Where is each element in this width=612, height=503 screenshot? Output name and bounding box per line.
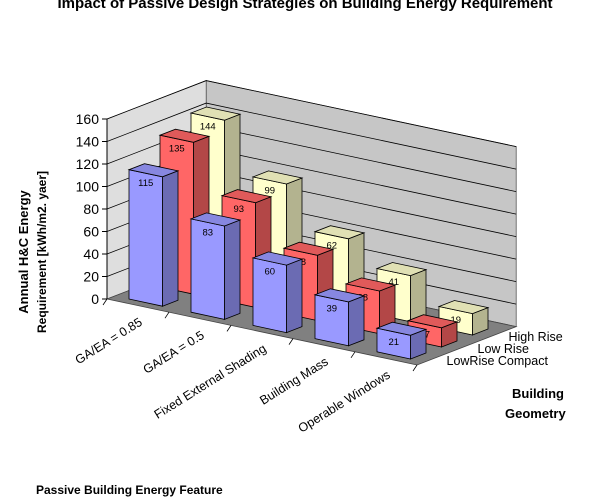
chart-title: Impact of Passive Design Strategies on B… bbox=[57, 0, 552, 12]
x-tick bbox=[350, 351, 356, 359]
bar-top bbox=[127, 163, 180, 178]
series-label: LowRise Compact bbox=[447, 354, 549, 368]
bar-top bbox=[406, 314, 459, 329]
bar-value-label: 19 bbox=[450, 315, 461, 326]
x-tick bbox=[412, 364, 418, 372]
y-tick-label: 160 bbox=[76, 111, 100, 127]
bar-top bbox=[344, 277, 397, 292]
bar: 60 bbox=[251, 251, 304, 334]
x-tick bbox=[102, 298, 108, 306]
y-axis-title-line2: Requirement [kWh/m2. yaer] bbox=[35, 171, 49, 333]
y-tick-label: 60 bbox=[83, 224, 99, 240]
bar-side bbox=[410, 269, 427, 323]
bar-top bbox=[189, 106, 242, 121]
x-tick bbox=[226, 325, 232, 332]
category-label: GA/EA = 0.5 bbox=[141, 328, 207, 377]
z-axis-title-line2: Geometry bbox=[505, 406, 566, 421]
y-tick-label: 0 bbox=[91, 291, 99, 307]
bar-side bbox=[348, 295, 365, 347]
bar-side bbox=[162, 170, 179, 307]
bar-side bbox=[224, 219, 241, 320]
bar: 21 bbox=[375, 321, 428, 360]
y-axis-title-line1: Annual H&C Energy bbox=[16, 189, 31, 313]
bar-top bbox=[313, 288, 366, 303]
bar-value-label: 62 bbox=[326, 240, 337, 251]
bar-value-label: 21 bbox=[388, 337, 399, 348]
bar-top bbox=[282, 241, 335, 256]
z-axis-title-line1: Building bbox=[512, 386, 564, 401]
bar-top bbox=[158, 128, 211, 143]
bar-front bbox=[128, 169, 163, 307]
bar-top bbox=[251, 251, 304, 266]
bar-value-label: 115 bbox=[138, 178, 153, 189]
bar-top bbox=[437, 300, 490, 315]
gridline bbox=[106, 102, 517, 170]
bar-value-label: 41 bbox=[388, 277, 399, 288]
bar-value-label: 99 bbox=[264, 185, 275, 196]
series-label: Low Rise bbox=[478, 342, 529, 356]
bar-top bbox=[313, 225, 366, 240]
chart-bars: 144996241191359358381711583603921 bbox=[127, 106, 490, 360]
y-tick-label: 40 bbox=[83, 246, 99, 262]
y-tick-label: 20 bbox=[83, 269, 99, 285]
bar-top bbox=[375, 262, 428, 277]
bar-value-label: 60 bbox=[264, 267, 275, 278]
y-tick-label: 140 bbox=[76, 134, 100, 150]
bar: 39 bbox=[313, 288, 366, 347]
x-tick bbox=[288, 338, 294, 345]
y-tick-label: 80 bbox=[83, 201, 99, 217]
bar-top bbox=[251, 170, 304, 185]
bar-top bbox=[220, 189, 273, 204]
series-label: High Rise bbox=[509, 330, 563, 344]
bar-top bbox=[189, 212, 242, 227]
category-label: GA/EA = 0.85 bbox=[73, 315, 145, 367]
x-axis-title: Passive Building Energy Feature bbox=[36, 483, 223, 497]
bar-value-label: 39 bbox=[326, 303, 337, 314]
gridline bbox=[106, 80, 517, 147]
bar-value-label: 93 bbox=[233, 204, 244, 215]
y-tick-label: 120 bbox=[76, 156, 100, 172]
bar-top bbox=[375, 321, 428, 336]
y-axis-title: Annual H&C Energy Requirement [kWh/m2. y… bbox=[16, 171, 49, 333]
y-tick-label: 100 bbox=[76, 179, 100, 195]
bar: 83 bbox=[189, 212, 242, 320]
bar-value-label: 135 bbox=[169, 144, 185, 155]
bar-side bbox=[286, 258, 303, 334]
bar: 115 bbox=[127, 163, 180, 307]
category-label: Building Mass bbox=[257, 355, 330, 408]
x-tick bbox=[164, 311, 170, 319]
bar-value-label: 144 bbox=[200, 122, 216, 133]
bar-value-label: 83 bbox=[202, 227, 213, 238]
